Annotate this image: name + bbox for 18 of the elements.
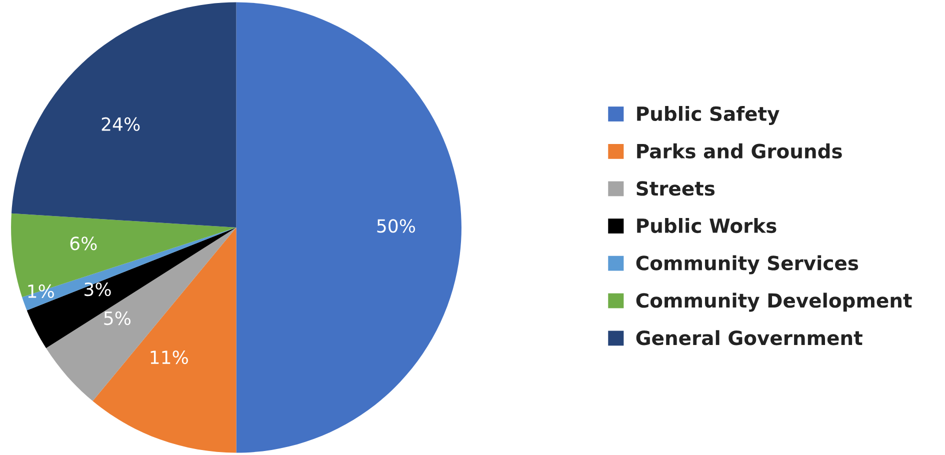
pie-slice [22, 228, 236, 310]
legend-label: Community Services [636, 255, 858, 274]
legend-label: Community Development [636, 292, 912, 312]
legend-label: Public Safety [637, 106, 780, 125]
pie-slice [11, 2, 236, 228]
data-label: 5% [104, 311, 131, 326]
legend-label: Public Works [637, 218, 776, 234]
data-label: 3% [84, 282, 111, 296]
data-label: 24% [102, 117, 140, 131]
data-label: 6% [70, 236, 97, 250]
pie-slice [11, 213, 236, 298]
data-label: 11% [150, 350, 188, 364]
data-label: 50% [377, 219, 416, 233]
legend-label: Streets [636, 181, 715, 196]
pie-slice [236, 2, 462, 453]
pie-slice [26, 228, 236, 348]
legend-label: Parks and Grounds [637, 143, 842, 158]
legend-label: General Government [636, 330, 862, 346]
